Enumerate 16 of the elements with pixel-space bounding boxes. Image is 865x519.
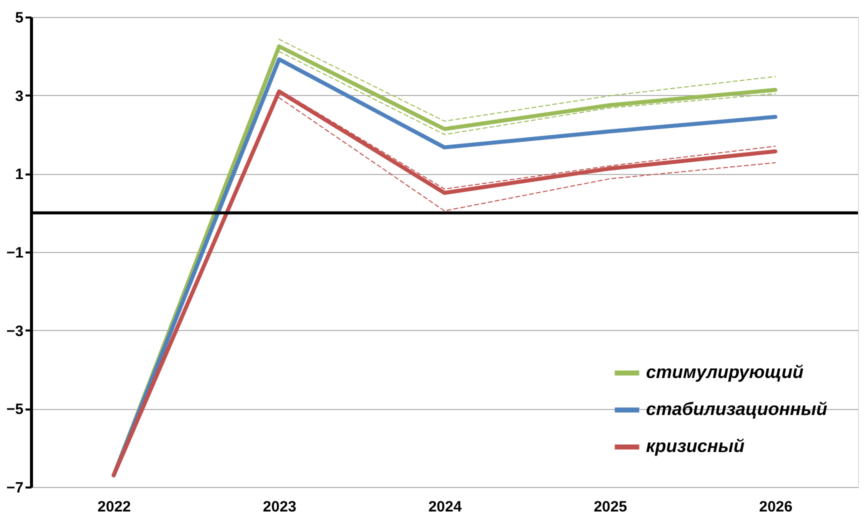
y-tick-label: 5 xyxy=(15,10,24,26)
y-tick-label: −5 xyxy=(6,401,24,418)
legend-label: стимулирующий xyxy=(646,362,804,382)
y-tick-label: 3 xyxy=(15,88,24,105)
x-tick-label: 2023 xyxy=(262,498,296,516)
legend-label: стабилизационный xyxy=(646,399,828,419)
x-tick-label: 2022 xyxy=(98,498,131,516)
x-tick-label: 2024 xyxy=(428,498,462,516)
x-tick-label: 2025 xyxy=(594,498,628,516)
y-tick-label: 1 xyxy=(15,166,24,184)
y-tick-label: −1 xyxy=(6,244,24,262)
legend-label: кризисный xyxy=(646,436,745,456)
x-tick-label: 2026 xyxy=(759,498,792,516)
y-tick-label: −7 xyxy=(6,480,24,496)
line-series xyxy=(278,38,776,122)
y-tick-label: −3 xyxy=(6,322,24,340)
